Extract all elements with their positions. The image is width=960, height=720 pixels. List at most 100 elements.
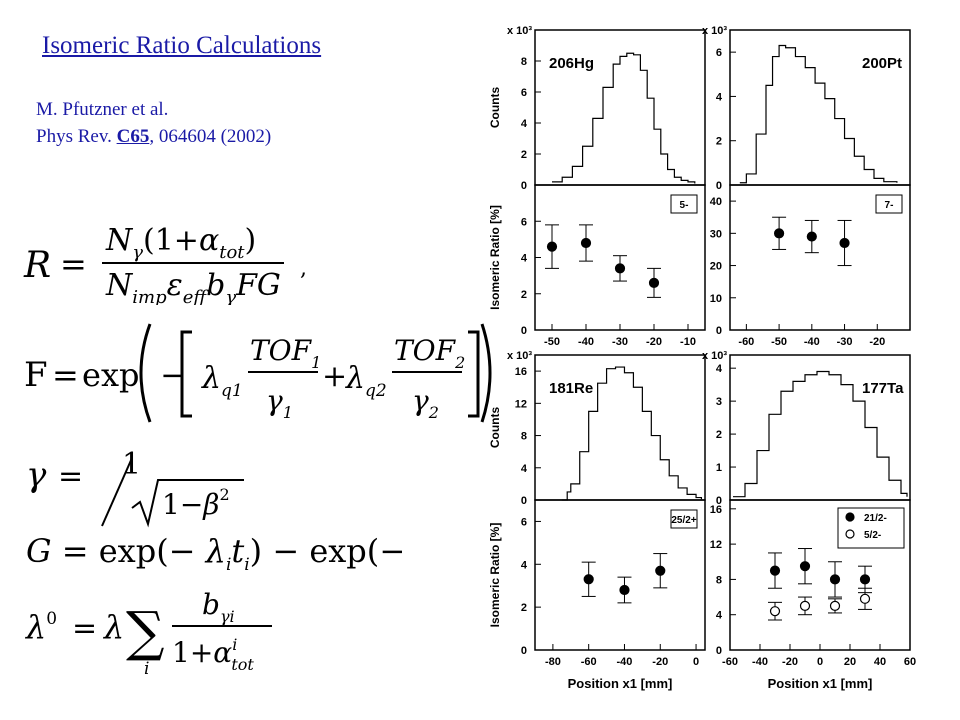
y-tick-label: 6 bbox=[521, 87, 527, 99]
x-tick-label: 40 bbox=[874, 656, 886, 668]
data-point bbox=[799, 561, 811, 572]
equation-g: G = exp(− λiti) − exp(− λtf) bbox=[22, 520, 468, 584]
citation-authors: M. Pfutzner et al. bbox=[36, 99, 169, 120]
svg-text:1: 1 bbox=[122, 447, 141, 482]
y-tick-label: 2 bbox=[716, 136, 722, 148]
spin-label-box bbox=[670, 509, 698, 529]
y-tick-label: 0 bbox=[521, 325, 527, 337]
histogram-line bbox=[561, 366, 703, 501]
svg-text:γ: γ bbox=[26, 455, 47, 495]
y-unit-label: x 10³ bbox=[507, 25, 532, 37]
equation-gamma-svg: γ = 1 1−β2 bbox=[26, 447, 244, 528]
citation-prefix: Phys Rev. bbox=[36, 126, 117, 147]
y-tick-label: 3 bbox=[716, 396, 722, 408]
equation-lambda0: λ0 = λ ∑ i bγi 1+αi tot bbox=[22, 582, 282, 686]
panel-frame bbox=[729, 29, 911, 186]
equation-r: R = Nγ(1+αtot) NimpεeffbγFG , bbox=[22, 215, 352, 309]
x-tick-label: -60 bbox=[738, 336, 754, 348]
data-point bbox=[614, 263, 626, 274]
svg-text:+: + bbox=[322, 359, 347, 394]
data-point bbox=[829, 574, 841, 585]
y-tick-label: 10 bbox=[710, 293, 722, 305]
y-tick-label: 8 bbox=[716, 574, 722, 586]
svg-text:λ: λ bbox=[102, 608, 124, 646]
equation-g-svg: G = exp(− λiti) − exp(− λtf) bbox=[26, 532, 468, 575]
spin-label-box bbox=[875, 194, 903, 214]
x-tick-label: 60 bbox=[904, 656, 916, 668]
x-tick-label: -10 bbox=[680, 336, 696, 348]
y-tick-label: 1 bbox=[716, 462, 722, 474]
svg-text:R: R bbox=[23, 245, 51, 286]
svg-text:G = exp(− λiti) − exp(− λtf): G = exp(− λiti) − exp(− λtf) bbox=[26, 532, 402, 575]
spin-label: 7- bbox=[885, 200, 894, 211]
x-tick-label: -60 bbox=[722, 656, 738, 668]
svg-text:bγi: bγi bbox=[202, 588, 235, 626]
citation-suffix: , 064604 (2002) bbox=[149, 126, 272, 147]
data-point bbox=[648, 277, 660, 288]
data-point bbox=[619, 584, 630, 596]
data-point bbox=[546, 241, 558, 252]
y-axis-label: Isomeric Ratio [%] bbox=[488, 205, 502, 310]
x-tick-label: -20 bbox=[646, 336, 662, 348]
x-tick-label: -50 bbox=[544, 336, 560, 348]
equation-lambda0-svg: λ0 = λ ∑ i bγi 1+αi tot bbox=[24, 588, 272, 679]
citation: M. Pfutzner et al. Phys Rev. C65, 064604… bbox=[36, 96, 271, 150]
panel-frame bbox=[534, 29, 706, 186]
y-tick-label: 2 bbox=[521, 289, 527, 301]
equation-f-svg: F = exp − λq1 TOF1 γ1 + λq2 TOF2 γ2 bbox=[24, 323, 492, 423]
data-point bbox=[583, 574, 594, 585]
panel-frame bbox=[534, 499, 706, 651]
citation-journal-link[interactable]: C65 bbox=[116, 126, 150, 147]
y-tick-label: 0 bbox=[716, 325, 722, 337]
x-tick-label: -80 bbox=[545, 656, 561, 668]
y-tick-label: 12 bbox=[515, 398, 527, 410]
y-tick-label: 0 bbox=[521, 645, 527, 657]
x-tick-label: 20 bbox=[844, 656, 856, 668]
histogram-line bbox=[552, 52, 696, 184]
panel-frame bbox=[729, 184, 911, 331]
svg-text:Nγ(1+αtot): Nγ(1+αtot) bbox=[105, 223, 256, 263]
data-point bbox=[859, 574, 871, 585]
svg-text:TOF2: TOF2 bbox=[394, 334, 465, 372]
spin-label-box bbox=[670, 194, 698, 214]
panel-6: 0 1 2 3 4x 10³ 177Ta bbox=[702, 350, 911, 507]
x-tick-label: -20 bbox=[869, 336, 885, 348]
x-tick-label: -40 bbox=[752, 656, 768, 668]
y-unit-label: x 10³ bbox=[702, 25, 727, 37]
y-tick-label: 8 bbox=[521, 431, 527, 443]
y-tick-label: 2 bbox=[716, 429, 722, 441]
y-tick-label: 0 bbox=[521, 180, 527, 192]
x-tick-label: -30 bbox=[837, 336, 853, 348]
x-tick-label: 0 bbox=[693, 656, 699, 668]
y-tick-label: 0 bbox=[521, 495, 527, 507]
svg-text:,: , bbox=[300, 256, 307, 281]
data-point bbox=[799, 600, 811, 611]
y-tick-label: 40 bbox=[710, 196, 722, 208]
y-tick-label: 4 bbox=[521, 559, 528, 571]
data-point bbox=[769, 565, 781, 576]
legend-label: 21/2- bbox=[864, 513, 887, 524]
data-point bbox=[580, 237, 592, 249]
equation-r-svg: R = Nγ(1+αtot) NimpεeffbγFG , bbox=[23, 223, 307, 308]
x-tick-label: -60 bbox=[581, 656, 597, 668]
y-tick-label: 4 bbox=[521, 253, 528, 265]
y-tick-label: 4 bbox=[716, 363, 723, 375]
nucleus-label: 206Hg bbox=[549, 55, 594, 72]
panel-8: 0 4 8 12 16 -60 -40 -20 0 20 40 60 Position x1 [mm] 2… bbox=[710, 499, 916, 691]
slide-title: Isomeric Ratio Calculations bbox=[42, 32, 322, 59]
y-tick-label: 4 bbox=[716, 91, 723, 103]
x-tick-label: -40 bbox=[617, 656, 633, 668]
svg-text:i: i bbox=[144, 659, 149, 679]
y-tick-label: 16 bbox=[515, 366, 527, 378]
y-tick-label: 8 bbox=[521, 56, 527, 68]
y-tick-label: 30 bbox=[710, 228, 722, 240]
nucleus-label: 177Ta bbox=[862, 380, 904, 397]
y-unit-label: x 10³ bbox=[702, 350, 727, 362]
y-axis-label: Counts bbox=[488, 87, 502, 129]
y-axis-label: Isomeric Ratio [%] bbox=[488, 523, 502, 628]
x-tick-label: 0 bbox=[817, 656, 823, 668]
panel-frame bbox=[534, 354, 706, 501]
data-point bbox=[769, 606, 781, 617]
nucleus-label: 200Pt bbox=[862, 55, 902, 72]
